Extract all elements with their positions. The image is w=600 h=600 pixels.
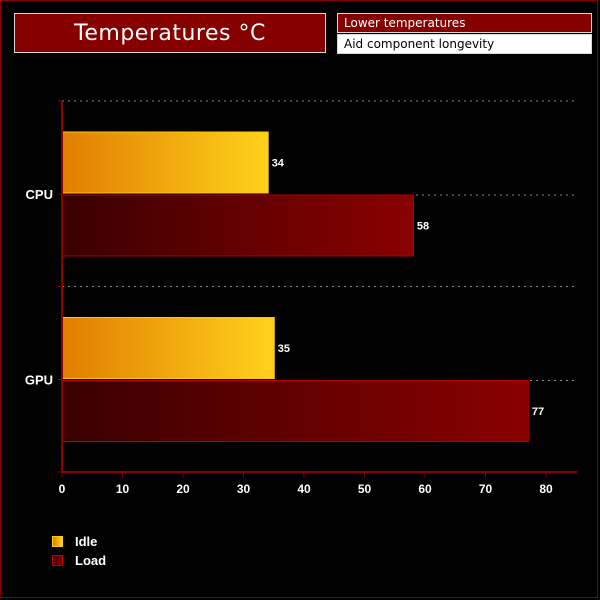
legend-item-idle: Idle <box>52 532 106 551</box>
x-tick-label-60: 60 <box>418 482 432 496</box>
x-tick-label-30: 30 <box>237 482 251 496</box>
note-component-longevity: Aid component longevity <box>337 34 592 54</box>
chart-title: Temperatures °C <box>14 13 326 53</box>
category-label-cpu: CPU <box>26 187 53 202</box>
x-tick-label-40: 40 <box>297 482 311 496</box>
x-tick-label-10: 10 <box>116 482 130 496</box>
data-label-gpu-idle: 35 <box>278 343 290 355</box>
x-tick-label-80: 80 <box>539 482 553 496</box>
bar-gpu-load <box>62 380 529 442</box>
note-lower-temperatures: Lower temperatures <box>337 13 592 33</box>
legend-item-load: Load <box>52 551 106 570</box>
bar-cpu-idle <box>62 131 269 194</box>
bars: 34 58 35 77 <box>62 131 544 442</box>
x-tick-label-0: 0 <box>59 482 66 496</box>
x-tick-label-50: 50 <box>358 482 372 496</box>
bar-gpu-idle <box>62 317 275 379</box>
legend-swatch-idle <box>52 536 63 547</box>
data-label-cpu-load: 58 <box>417 221 429 233</box>
x-tick-label-70: 70 <box>479 482 493 496</box>
data-label-gpu-load: 77 <box>532 406 544 418</box>
bar-cpu-load <box>62 194 414 257</box>
x-tick-label-20: 20 <box>176 482 190 496</box>
legend: Idle Load <box>52 532 106 570</box>
category-label-gpu: GPU <box>25 373 53 388</box>
data-label-cpu-idle: 34 <box>272 158 285 170</box>
axes: CPU GPU 0 10 20 30 40 50 60 70 80 <box>25 100 577 496</box>
legend-swatch-load <box>52 555 63 566</box>
legend-label-load: Load <box>75 553 107 568</box>
legend-label-idle: Idle <box>75 534 98 549</box>
